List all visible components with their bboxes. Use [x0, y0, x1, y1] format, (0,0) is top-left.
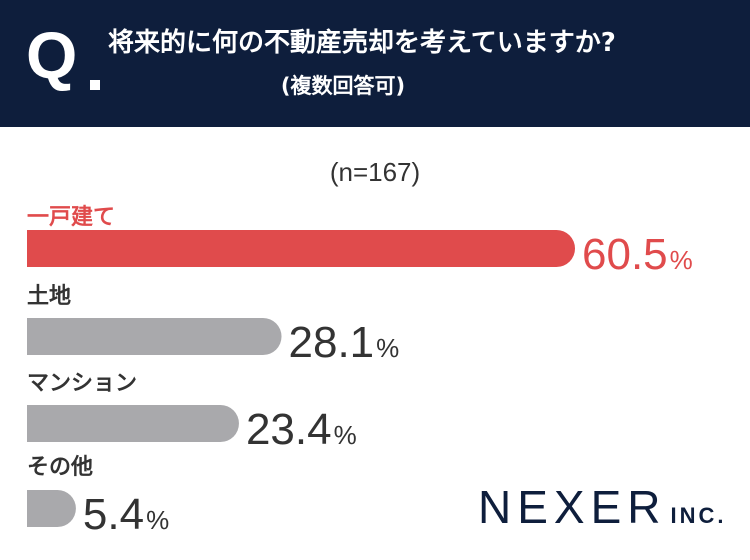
sample-size-label: (n=167) [329, 157, 421, 187]
bar [27, 318, 282, 355]
bar [27, 490, 76, 527]
value-label: 23.4% [246, 405, 357, 454]
value-label: 28.1% [289, 318, 400, 367]
value-label: 5.4% [83, 490, 169, 539]
logo-main: NEXER [478, 481, 667, 533]
value-label: 60.5% [582, 230, 693, 279]
header: Q 将来的に何の不動産売却を考えていますか? (複数回答可) [0, 0, 750, 127]
q-mark: Q [26, 18, 78, 92]
q-dot [90, 80, 100, 90]
nexer-logo: NEXER INC. [478, 484, 726, 530]
category-label: マンション [27, 371, 137, 396]
logo-suffix: INC. [670, 503, 727, 528]
question-subtitle: (複数回答可) [280, 74, 406, 98]
bar [27, 230, 575, 267]
category-label: 一戸建て [27, 205, 115, 230]
bar [27, 405, 239, 442]
category-label: 土地 [27, 284, 71, 309]
question-title: 将来的に何の不動産売却を考えていますか? [108, 28, 616, 58]
category-label: その他 [27, 455, 93, 480]
